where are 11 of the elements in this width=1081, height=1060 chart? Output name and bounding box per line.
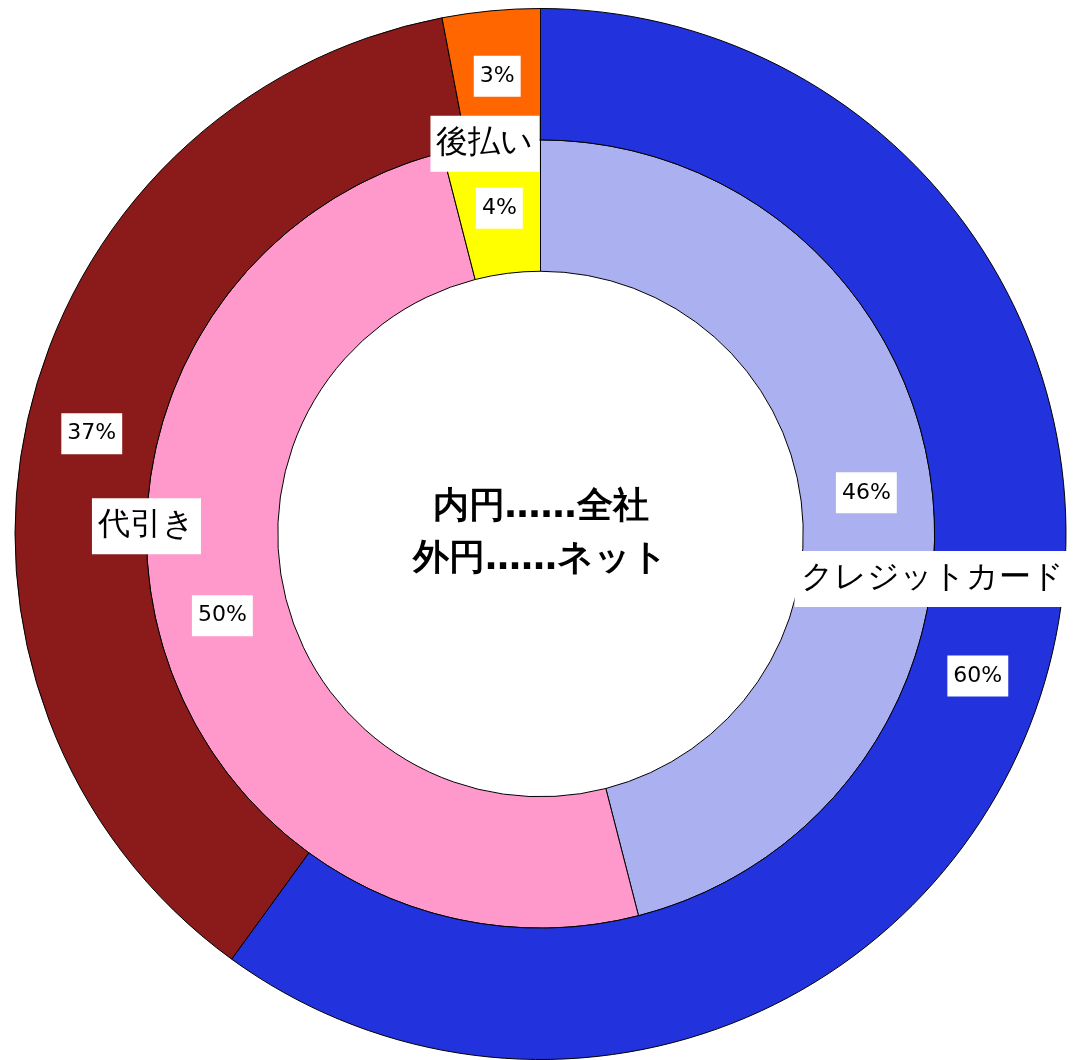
text: 内円……全社 <box>432 484 649 526</box>
slice-label: 代引き <box>96 504 195 543</box>
data-label: 37% <box>67 419 117 445</box>
data-label: 60% <box>953 661 1003 687</box>
data-label: 3% <box>479 61 515 87</box>
slice-label: クレジットカード <box>800 557 1064 596</box>
slice-label: 後払い <box>436 122 534 161</box>
data-label: 46% <box>841 478 891 504</box>
data-label: 4% <box>481 193 517 219</box>
data-label: 50% <box>197 601 247 627</box>
text: 外円……ネット <box>412 536 668 578</box>
